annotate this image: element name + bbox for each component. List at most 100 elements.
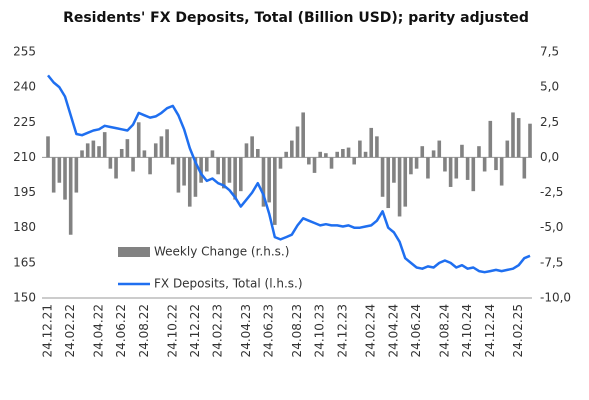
x-tick-label: 24.08.24 bbox=[437, 304, 451, 357]
bar bbox=[80, 150, 84, 158]
bar bbox=[511, 112, 515, 158]
y-tick-label: 225 bbox=[13, 115, 36, 129]
x-tick-label: 24.12.21 bbox=[41, 304, 55, 357]
x-tick-label: 24.04.24 bbox=[386, 304, 400, 357]
y-tick-label: 180 bbox=[13, 220, 36, 234]
bar bbox=[74, 157, 79, 193]
bar bbox=[460, 144, 464, 158]
legend-label: FX Deposits, Total (l.h.s.) bbox=[154, 277, 303, 291]
bar bbox=[431, 150, 436, 158]
bar bbox=[437, 140, 442, 158]
x-tick-label: 24.06.24 bbox=[409, 304, 423, 357]
chart-title: Residents' FX Deposits, Total (Billion U… bbox=[63, 10, 529, 26]
bar bbox=[63, 157, 67, 200]
y2-tick-label: -5,0 bbox=[540, 220, 563, 234]
x-tick-label: 24.10.24 bbox=[460, 304, 474, 357]
bar bbox=[312, 157, 317, 173]
bar bbox=[170, 157, 175, 165]
x-tick-label: 24.10.22 bbox=[165, 304, 179, 357]
x-tick-label: 24.12.22 bbox=[188, 304, 202, 357]
bar bbox=[409, 157, 413, 175]
bar bbox=[335, 151, 339, 158]
bar bbox=[284, 151, 288, 158]
bar bbox=[68, 157, 73, 235]
y-tick-label: 240 bbox=[13, 80, 36, 94]
bar bbox=[273, 157, 277, 225]
x-tick-label: 24.10.23 bbox=[313, 304, 327, 357]
y2-tick-label: -2,5 bbox=[540, 185, 563, 199]
bar bbox=[46, 136, 50, 158]
x-tick-label: 24.02.24 bbox=[364, 304, 378, 357]
x-tick-label: 24.04.23 bbox=[239, 304, 253, 357]
bar bbox=[278, 157, 283, 169]
bar bbox=[295, 126, 300, 158]
bar bbox=[346, 147, 351, 158]
bar bbox=[448, 157, 453, 187]
bar bbox=[318, 151, 322, 158]
bar bbox=[482, 157, 487, 172]
bar bbox=[108, 157, 113, 169]
bar bbox=[102, 132, 107, 158]
line bbox=[47, 74, 531, 274]
bar bbox=[358, 140, 362, 158]
x-tick-label: 24.12.23 bbox=[335, 304, 349, 357]
bar bbox=[165, 129, 169, 158]
bar bbox=[193, 157, 198, 197]
bar bbox=[443, 157, 447, 172]
y-tick-label: 195 bbox=[13, 185, 36, 199]
bar bbox=[397, 157, 402, 217]
x-tick-label: 24.04.22 bbox=[92, 304, 106, 357]
bar bbox=[352, 157, 357, 165]
y2-tick-label: -10,0 bbox=[540, 291, 571, 305]
bar bbox=[119, 148, 124, 158]
bar bbox=[522, 157, 527, 179]
bar bbox=[403, 157, 408, 207]
bar bbox=[363, 151, 368, 158]
bar bbox=[148, 157, 152, 175]
bar bbox=[187, 157, 192, 207]
x-tick-label: 24.02.25 bbox=[511, 304, 525, 357]
x-tick-label: 24.08.22 bbox=[137, 304, 151, 357]
bar bbox=[454, 157, 459, 179]
bar bbox=[392, 157, 396, 183]
bar bbox=[256, 148, 260, 158]
x-tick-label: 24.02.23 bbox=[211, 304, 225, 357]
bar bbox=[528, 123, 532, 158]
bar bbox=[267, 157, 271, 203]
bar bbox=[477, 146, 481, 158]
bar bbox=[216, 157, 220, 175]
bar bbox=[142, 150, 147, 158]
bar bbox=[153, 143, 158, 158]
bar bbox=[261, 157, 266, 207]
bar bbox=[290, 140, 294, 158]
bar bbox=[426, 157, 430, 179]
bar bbox=[386, 157, 391, 209]
bar bbox=[301, 112, 305, 158]
bar bbox=[369, 127, 374, 158]
y-tick-label: 210 bbox=[13, 150, 36, 164]
bar bbox=[97, 146, 101, 158]
bar bbox=[499, 157, 504, 186]
bar bbox=[204, 157, 209, 172]
bar bbox=[380, 157, 385, 197]
legend-swatch bbox=[118, 247, 150, 257]
bar bbox=[114, 157, 118, 179]
x-tick-label: 24.02.22 bbox=[63, 304, 77, 357]
x-tick-label: 24.06.23 bbox=[262, 304, 276, 357]
bar bbox=[176, 157, 181, 193]
y2-tick-label: 5,0 bbox=[540, 80, 559, 94]
bar bbox=[505, 140, 510, 158]
x-tick-label: 24.08.23 bbox=[290, 304, 304, 357]
y2-tick-label: 0,0 bbox=[540, 150, 559, 164]
y-tick-label: 150 bbox=[13, 291, 36, 305]
y2-tick-label: -7,5 bbox=[540, 255, 563, 269]
x-tick-label: 24.06.22 bbox=[114, 304, 128, 357]
bar bbox=[136, 122, 141, 158]
bar bbox=[182, 157, 186, 186]
bar bbox=[57, 157, 62, 183]
y-tick-label: 255 bbox=[13, 45, 36, 59]
bar bbox=[227, 157, 232, 183]
y2-tick-label: 7,5 bbox=[540, 45, 559, 59]
